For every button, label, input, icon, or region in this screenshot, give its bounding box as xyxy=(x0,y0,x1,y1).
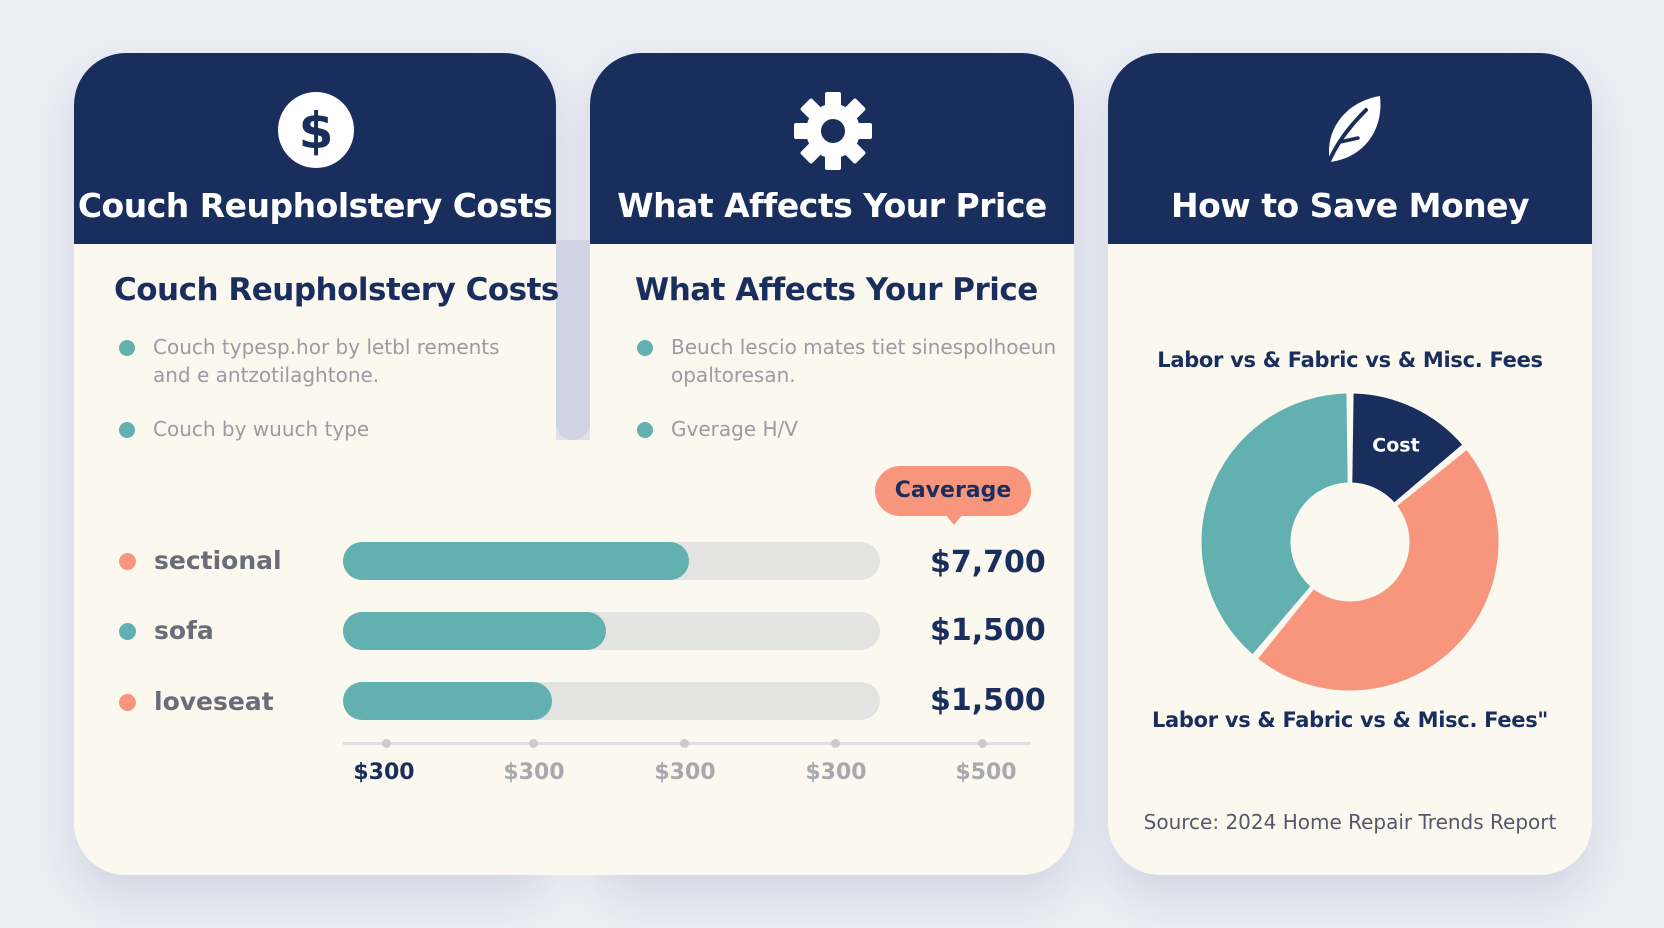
dollar-icon: $ xyxy=(278,92,354,168)
price-bullet-1-line1: Beuch lescio mates tiet sinespolhoeun xyxy=(671,335,1057,359)
x-tick-2 xyxy=(680,739,689,748)
x-tick-label-1: $300 xyxy=(503,760,565,785)
costs-bullet-1: Couch typesp.hor by letbl rements and e … xyxy=(153,333,500,389)
bar-sofa xyxy=(343,612,606,650)
pie-slice-2 xyxy=(1198,390,1351,659)
row-label-sofa: sofa xyxy=(154,616,214,645)
pie-slice-0 xyxy=(1349,390,1467,507)
pie-title: Labor vs & Fabric vs & Misc. Fees xyxy=(1157,348,1543,372)
bullet-dot xyxy=(119,340,135,356)
gear-icon xyxy=(794,92,872,170)
source-note: Source: 2024 Home Repair Trends Report xyxy=(1143,810,1557,834)
x-tick-0 xyxy=(382,739,391,748)
costs-bullet-1-line1: Couch typesp.hor by letbl rements xyxy=(153,335,500,359)
x-tick-1 xyxy=(529,739,538,748)
value-label-loveseat: $1,500 xyxy=(930,683,1046,718)
row-marker-loveseat xyxy=(119,694,136,711)
costs-bullet-1-line2: and e antzotilaghtone. xyxy=(153,363,380,387)
bullet-dot xyxy=(637,422,653,438)
row-label-sectional: sectional xyxy=(154,546,282,575)
svg-text:$: $ xyxy=(299,102,334,160)
value-label-sectional: $7,700 xyxy=(930,545,1046,580)
costs-header-title: Couch Reupholstery Costs xyxy=(77,186,553,225)
costs-subtitle: Couch Reupholstery Costs xyxy=(114,272,559,308)
row-marker-sofa xyxy=(119,623,136,640)
pie-slice-1 xyxy=(1253,445,1502,694)
connector-tab xyxy=(556,240,590,440)
price-bullet-1-line2: opaltoresan. xyxy=(671,363,796,387)
x-tick-4 xyxy=(978,739,987,748)
x-tick-label-0: $300 xyxy=(353,760,415,785)
price-bullet-1: Beuch lescio mates tiet sinespolhoeun op… xyxy=(671,333,1056,389)
bullet-dot xyxy=(637,340,653,356)
x-tick-label-3: $300 xyxy=(805,760,867,785)
x-tick-label-2: $300 xyxy=(654,760,716,785)
x-tick-label-4: $500 xyxy=(955,760,1017,785)
row-label-loveseat: loveseat xyxy=(154,687,274,716)
pie-slice-label-0: Cost xyxy=(1372,434,1419,456)
price-factors-subtitle: What Affects Your Price xyxy=(635,272,1038,308)
bar-sectional xyxy=(343,542,689,580)
leaf-icon xyxy=(1324,96,1381,170)
price-bullet-2: Gverage H/V xyxy=(671,417,798,441)
price-factors-header-title: What Affects Your Price xyxy=(617,186,1047,225)
bullet-dot xyxy=(119,422,135,438)
value-label-sofa: $1,500 xyxy=(930,613,1046,648)
row-marker-sectional xyxy=(119,553,136,570)
x-tick-3 xyxy=(831,739,840,748)
save-money-header-title: How to Save Money xyxy=(1170,186,1530,225)
bar-loveseat xyxy=(343,682,552,720)
pie-caption: Labor vs & Fabric vs & Misc. Fees" xyxy=(1151,708,1549,732)
callout-pointer xyxy=(945,514,963,525)
cost-breakdown-donut: Cost xyxy=(1198,390,1502,694)
average-callout: Caverage xyxy=(875,466,1031,516)
costs-bullet-2: Couch by wuuch type xyxy=(153,417,370,441)
